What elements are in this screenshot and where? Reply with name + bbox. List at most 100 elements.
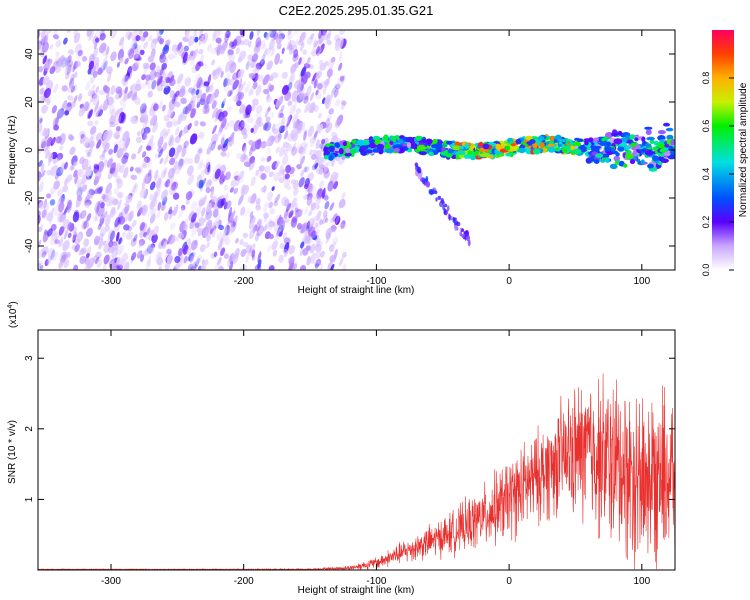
noise-cell	[269, 111, 275, 119]
noise-cell	[309, 243, 316, 254]
noise-cell	[66, 30, 71, 34]
noise-cell	[309, 141, 315, 148]
noise-cell	[116, 147, 124, 159]
signal-cell	[425, 138, 433, 145]
noise-cell	[60, 162, 66, 173]
noise-cell	[255, 197, 261, 205]
signal-cell	[328, 155, 334, 161]
noise-cell	[171, 119, 179, 125]
noise-cell	[124, 86, 128, 94]
noise-cell	[289, 104, 296, 116]
noise-cell	[273, 172, 280, 182]
noise-cell	[286, 116, 292, 127]
noise-cell	[51, 230, 57, 237]
noise-cell	[59, 226, 65, 235]
noise-cell	[283, 209, 289, 219]
noise-cell	[62, 185, 69, 193]
noise-cell	[161, 62, 168, 70]
noise-cell	[223, 253, 229, 259]
noise-cell	[153, 190, 159, 197]
noise-cell	[316, 46, 322, 57]
noise-cell	[315, 150, 322, 160]
noise-cell	[128, 48, 135, 60]
noise-cell	[268, 222, 274, 231]
noise-cell	[90, 125, 97, 135]
signal-cell	[562, 148, 568, 153]
noise-cell	[248, 139, 254, 146]
noise-cell	[119, 260, 126, 269]
signal-cell	[405, 136, 415, 143]
noise-cell	[287, 100, 293, 107]
signal-cell	[445, 153, 453, 158]
noise-cell	[324, 217, 329, 224]
noise-cell	[329, 254, 336, 263]
noise-cell	[213, 251, 218, 257]
noise-cell	[120, 41, 125, 52]
noise-cell	[65, 102, 73, 113]
noise-cell	[113, 131, 121, 139]
signal-cell	[605, 157, 610, 164]
noise-cell	[333, 181, 339, 190]
noise-cell	[116, 61, 121, 68]
noise-cell	[64, 65, 71, 75]
noise-cell	[309, 148, 313, 156]
noise-cell	[246, 81, 251, 89]
spectrogram-x-tick-label: -300	[101, 276, 121, 287]
noise-cell	[195, 89, 200, 96]
noise-cell	[338, 257, 344, 267]
noise-cell	[69, 73, 74, 86]
noise-cell	[93, 40, 98, 50]
noise-cell	[38, 226, 43, 233]
noise-cell	[260, 173, 267, 180]
noise-cell	[326, 232, 331, 242]
noise-cell	[290, 45, 298, 53]
noise-cell	[79, 156, 85, 165]
noise-cell	[76, 179, 83, 189]
noise-cell	[59, 145, 64, 151]
noise-cell	[253, 44, 261, 55]
noise-cell	[299, 155, 306, 166]
noise-cell	[218, 111, 225, 122]
noise-cell	[290, 146, 298, 156]
noise-cell	[221, 143, 229, 152]
noise-cell	[103, 142, 110, 153]
noise-cell	[196, 147, 204, 156]
noise-cell	[82, 160, 88, 166]
noise-cell	[232, 79, 240, 90]
noise-cell	[176, 41, 183, 52]
noise-cell	[103, 254, 110, 265]
noise-cell	[151, 233, 158, 244]
noise-cell	[198, 34, 204, 46]
noise-cell	[46, 255, 52, 265]
noise-cell	[153, 103, 159, 112]
noise-cell	[330, 263, 335, 270]
noise-cell	[99, 233, 104, 240]
noise-cell	[46, 136, 53, 147]
noise-cell	[80, 133, 85, 139]
noise-cell	[290, 179, 297, 185]
signal-cell	[588, 137, 594, 142]
noise-cell	[251, 53, 259, 63]
noise-cell	[46, 193, 52, 199]
noise-cell	[288, 262, 294, 270]
noise-cell	[174, 135, 181, 144]
noise-cell	[308, 209, 313, 217]
signal-cell	[406, 142, 412, 149]
noise-cell	[226, 72, 231, 83]
noise-cell	[194, 153, 200, 164]
noise-cell	[335, 213, 340, 225]
noise-cell	[83, 238, 90, 247]
noise-cell	[268, 233, 274, 240]
noise-cell	[284, 217, 290, 224]
noise-cell	[242, 154, 248, 160]
noise-cell	[162, 73, 169, 80]
noise-cell	[322, 84, 327, 95]
noise-cell	[98, 89, 105, 96]
noise-cell	[139, 187, 147, 199]
noise-cell	[186, 165, 194, 176]
noise-cell	[214, 260, 222, 270]
noise-cell	[316, 188, 324, 200]
noise-cell	[191, 99, 196, 109]
noise-cell	[223, 85, 230, 93]
noise-cell	[218, 265, 224, 270]
